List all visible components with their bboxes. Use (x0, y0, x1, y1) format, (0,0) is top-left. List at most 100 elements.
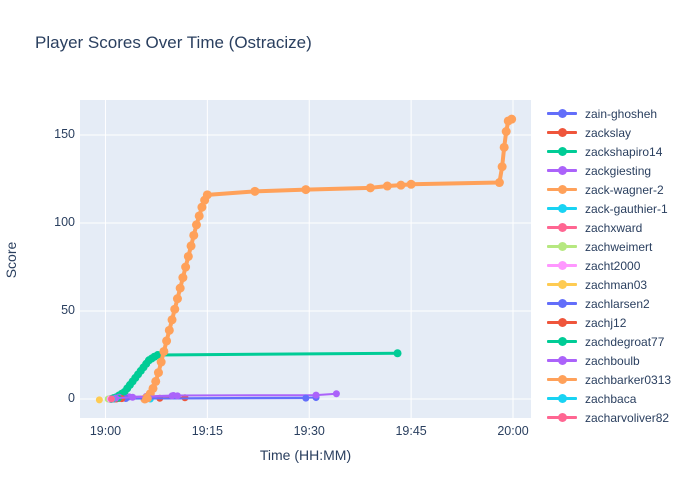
x-tick-label: 19:00 (89, 424, 122, 438)
legend-item-zachman03[interactable]: zachman03 (547, 275, 697, 294)
trace-marker-zack-wagner-2[interactable] (365, 183, 375, 193)
legend-label: zachbarker0313 (585, 372, 672, 387)
trace-marker-zack-wagner-2[interactable] (507, 114, 517, 124)
trace-marker-zackgiesting[interactable] (312, 391, 320, 399)
trace-marker-zachboulb[interactable] (129, 393, 137, 401)
trace-marker-zack-wagner-2[interactable] (250, 186, 260, 196)
trace-marker-zachlarsen2[interactable] (302, 394, 310, 402)
legend-swatch-icon (547, 166, 577, 175)
legend-item-zack-wagner-2[interactable]: zack-wagner-2 (547, 180, 697, 199)
trace-marker-zack-wagner-2[interactable] (164, 325, 174, 335)
legend-swatch-icon (547, 147, 577, 156)
legend-label: zackslay (585, 125, 632, 140)
trace-marker-zack-wagner-2[interactable] (183, 251, 193, 261)
legend-item-zacht2000[interactable]: zacht2000 (547, 256, 697, 275)
x-tick-label: 19:15 (191, 424, 223, 438)
legend-label: zachman03 (585, 277, 648, 292)
legend-dot-icon (557, 337, 567, 346)
trace-marker-zack-wagner-2[interactable] (494, 178, 504, 188)
legend-item-zachbaca[interactable]: zachbaca (547, 389, 697, 408)
legend-swatch-icon (547, 413, 577, 422)
legend-dot-icon (557, 413, 567, 422)
legend-item-zachdegroat77[interactable]: zachdegroat77 (547, 332, 697, 351)
legend-swatch-icon (547, 128, 577, 137)
trace-marker-zack-wagner-2[interactable] (301, 185, 311, 195)
trace-marker-zack-wagner-2[interactable] (186, 241, 196, 251)
legend-label: zacharyoliver82 (585, 410, 670, 423)
legend-swatch-icon (547, 185, 577, 194)
x-axis-title: Time (HH:MM) (259, 447, 352, 463)
trace-marker-zack-wagner-2[interactable] (167, 315, 177, 325)
legend-item-zachboulb[interactable]: zachboulb (547, 351, 697, 370)
legend-dot-icon (557, 261, 567, 270)
trace-marker-zack-wagner-2[interactable] (159, 346, 169, 356)
legend-label: zain-ghosheh (585, 106, 658, 121)
trace-marker-zack-wagner-2[interactable] (175, 283, 185, 293)
legend-dot-icon (557, 223, 567, 232)
legend-label: zack-wagner-2 (585, 182, 664, 197)
trace-marker-zack-wagner-2[interactable] (191, 220, 201, 230)
trace-marker-zack-wagner-2[interactable] (197, 202, 207, 212)
trace-marker-zack-wagner-2[interactable] (497, 162, 507, 172)
trace-marker-zack-wagner-2[interactable] (148, 383, 158, 393)
legend-item-zacharyoliver82[interactable]: zacharyoliver82 (547, 408, 697, 422)
legend-item-zain-ghosheh[interactable]: zain-ghosheh (547, 104, 697, 123)
legend-label: zacht2000 (585, 258, 641, 273)
legend-dot-icon (557, 128, 567, 137)
trace-marker-zack-wagner-2[interactable] (181, 262, 191, 272)
legend-item-zachj12[interactable]: zachj12 (547, 313, 697, 332)
trace-marker-zack-wagner-2[interactable] (202, 190, 212, 200)
trace-marker-zack-wagner-2[interactable] (170, 304, 180, 314)
legend-swatch-icon (547, 318, 577, 327)
x-tick-label: 19:30 (293, 424, 325, 438)
trace-marker-zack-wagner-2[interactable] (156, 357, 166, 367)
legend-item-zachbarker0313[interactable]: zachbarker0313 (547, 370, 697, 389)
legend: zain-ghosheh zackslay zackshapiro14 zackgie… (547, 104, 697, 422)
trace-marker-zack-wagner-2[interactable] (172, 294, 182, 304)
legend-item-zack-gauthier-1[interactable]: zack-gauthier-1 (547, 199, 697, 218)
legend-dot-icon (557, 318, 567, 327)
y-tick-label: 150 (54, 127, 75, 142)
trace-marker-zack-wagner-2[interactable] (153, 368, 163, 378)
legend-swatch-icon (547, 223, 577, 232)
y-axis-title: Score (3, 241, 19, 279)
trace-marker-zack-wagner-2[interactable] (396, 180, 406, 190)
legend-label: zackgiesting (585, 163, 652, 178)
trace-marker-zachbarker0313[interactable] (144, 395, 152, 403)
legend-item-zackgiesting[interactable]: zackgiesting (547, 161, 697, 180)
legend-dot-icon (557, 356, 567, 365)
legend-label: zachj12 (585, 315, 627, 330)
legend-item-zachxward[interactable]: zachxward (547, 218, 697, 237)
trace-marker-zack-wagner-2[interactable] (406, 179, 416, 189)
trace-marker-zachboulb[interactable] (173, 392, 181, 400)
trace-marker-zachman03[interactable] (95, 396, 103, 404)
trace-marker-zack-wagner-2[interactable] (151, 376, 161, 386)
trace-marker-zack-wagner-2[interactable] (194, 211, 204, 221)
trace-marker-zacharyoliver82[interactable] (108, 395, 116, 403)
trace-marker-zack-wagner-2[interactable] (382, 181, 392, 191)
legend-dot-icon (557, 299, 567, 308)
plot-area[interactable] (80, 100, 531, 418)
legend-swatch-icon (547, 375, 577, 384)
plot-canvas[interactable] (80, 100, 531, 418)
trace-marker-zackgiesting[interactable] (332, 390, 340, 398)
trace-marker-zack-wagner-2[interactable] (501, 127, 511, 137)
legend-dot-icon (557, 280, 567, 289)
trace-marker-zack-wagner-2[interactable] (189, 230, 199, 240)
legend-item-zackshapiro14[interactable]: zackshapiro14 (547, 142, 697, 161)
trace-marker-zack-wagner-2[interactable] (499, 142, 509, 152)
trace-line-zack-wagner-2[interactable] (142, 117, 514, 401)
y-tick-label: 100 (54, 215, 75, 229)
x-tick-label: 19:45 (395, 424, 427, 438)
legend-item-zackslay[interactable]: zackslay (547, 123, 697, 142)
legend-item-zachlarsen2[interactable]: zachlarsen2 (547, 294, 697, 313)
trace-marker-zack-wagner-2[interactable] (162, 336, 172, 346)
trace-marker-zackshapiro14[interactable] (393, 349, 402, 358)
y-tick-label: 0 (68, 390, 75, 405)
trace-marker-zack-wagner-2[interactable] (178, 273, 188, 283)
legend-dot-icon (557, 242, 567, 251)
legend-item-zachweimert[interactable]: zachweimert (547, 237, 697, 256)
trace-marker-zachboulb[interactable] (168, 392, 176, 400)
legend-dot-icon (557, 109, 567, 118)
legend-swatch-icon (547, 356, 577, 365)
